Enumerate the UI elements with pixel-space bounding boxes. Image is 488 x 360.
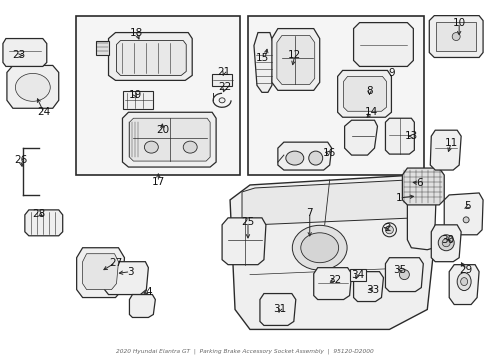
Polygon shape [337, 71, 390, 117]
Polygon shape [448, 265, 478, 305]
Polygon shape [429, 130, 460, 170]
Ellipse shape [456, 273, 470, 291]
Text: 27: 27 [109, 258, 122, 268]
Polygon shape [82, 254, 118, 289]
Ellipse shape [462, 217, 468, 223]
Polygon shape [385, 258, 423, 292]
Bar [247, 15, 424, 175]
Text: 28: 28 [32, 209, 45, 219]
Polygon shape [222, 218, 265, 265]
Polygon shape [108, 32, 192, 80]
Polygon shape [253, 32, 273, 92]
Polygon shape [402, 168, 443, 205]
Text: 13: 13 [404, 131, 417, 141]
Text: 34: 34 [350, 270, 364, 280]
Ellipse shape [183, 141, 197, 153]
Text: 17: 17 [151, 177, 164, 187]
Text: 16: 16 [323, 148, 336, 158]
FancyBboxPatch shape [435, 22, 475, 51]
Text: 9: 9 [387, 68, 394, 78]
Text: 23: 23 [12, 50, 25, 60]
Text: 20: 20 [156, 125, 168, 135]
Ellipse shape [219, 98, 224, 103]
Text: 33: 33 [365, 284, 378, 294]
Polygon shape [95, 41, 108, 55]
Polygon shape [428, 15, 482, 58]
Ellipse shape [292, 225, 346, 270]
Polygon shape [385, 118, 413, 154]
Polygon shape [104, 262, 148, 294]
Polygon shape [353, 23, 412, 67]
Text: 26: 26 [14, 155, 27, 165]
Text: 4: 4 [145, 287, 151, 297]
Text: 24: 24 [37, 107, 50, 117]
Polygon shape [3, 39, 47, 67]
Polygon shape [313, 268, 351, 300]
Text: 21: 21 [217, 67, 230, 77]
Ellipse shape [382, 223, 396, 237]
Bar [76, 15, 240, 175]
Text: 7: 7 [306, 208, 312, 218]
Polygon shape [443, 193, 482, 235]
Text: 2: 2 [384, 223, 390, 233]
Polygon shape [430, 225, 460, 262]
Ellipse shape [144, 141, 158, 153]
Text: 5: 5 [463, 201, 469, 211]
Text: 11: 11 [444, 138, 457, 148]
Polygon shape [277, 142, 331, 170]
Text: 3: 3 [127, 267, 134, 276]
Text: 25: 25 [241, 217, 254, 227]
Text: 30: 30 [441, 235, 454, 245]
Polygon shape [25, 210, 62, 236]
Text: 19: 19 [128, 90, 142, 100]
Text: 15: 15 [256, 54, 269, 63]
FancyBboxPatch shape [349, 269, 365, 280]
Ellipse shape [308, 151, 322, 165]
Text: 29: 29 [459, 265, 472, 275]
Ellipse shape [15, 73, 50, 101]
Polygon shape [129, 294, 155, 318]
Ellipse shape [460, 278, 467, 285]
Polygon shape [77, 248, 124, 298]
Text: 8: 8 [366, 86, 372, 96]
Polygon shape [353, 272, 383, 302]
Text: 35: 35 [392, 265, 405, 275]
Polygon shape [229, 175, 433, 329]
Polygon shape [122, 112, 216, 167]
Polygon shape [129, 118, 210, 161]
Ellipse shape [285, 151, 303, 165]
Ellipse shape [437, 235, 453, 251]
Polygon shape [343, 76, 386, 111]
Ellipse shape [300, 233, 338, 263]
Polygon shape [344, 120, 377, 155]
Polygon shape [116, 41, 186, 75]
Text: 14: 14 [364, 107, 377, 117]
Polygon shape [276, 36, 314, 84]
Ellipse shape [451, 32, 459, 41]
Text: 1: 1 [395, 193, 402, 203]
Text: 6: 6 [415, 178, 422, 188]
Text: 12: 12 [287, 50, 301, 60]
Ellipse shape [441, 239, 449, 247]
Polygon shape [407, 180, 435, 250]
Text: 2020 Hyundai Elantra GT  |  Parking Brake Accessory Socket Assembly  |  95120-D2: 2020 Hyundai Elantra GT | Parking Brake … [115, 348, 373, 354]
Polygon shape [260, 293, 295, 325]
Ellipse shape [385, 226, 393, 234]
Text: 18: 18 [129, 28, 143, 37]
Text: 32: 32 [327, 275, 341, 285]
Polygon shape [242, 180, 416, 225]
FancyBboxPatch shape [212, 75, 232, 86]
Ellipse shape [399, 270, 408, 280]
Text: 22: 22 [218, 82, 231, 93]
Polygon shape [7, 66, 59, 108]
Text: 10: 10 [452, 18, 465, 28]
Polygon shape [271, 28, 319, 90]
FancyBboxPatch shape [123, 91, 153, 109]
Text: 31: 31 [273, 305, 286, 315]
